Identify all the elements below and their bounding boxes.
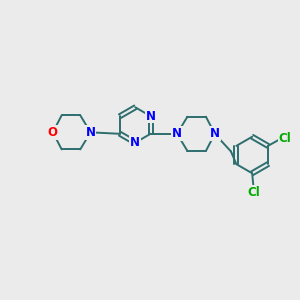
Text: N: N — [85, 126, 95, 139]
Text: N: N — [146, 110, 156, 123]
Text: N: N — [130, 136, 140, 149]
Text: Cl: Cl — [247, 186, 260, 199]
Text: N: N — [172, 127, 182, 140]
Text: O: O — [48, 126, 58, 139]
Text: Cl: Cl — [278, 132, 291, 145]
Text: N: N — [210, 127, 220, 140]
